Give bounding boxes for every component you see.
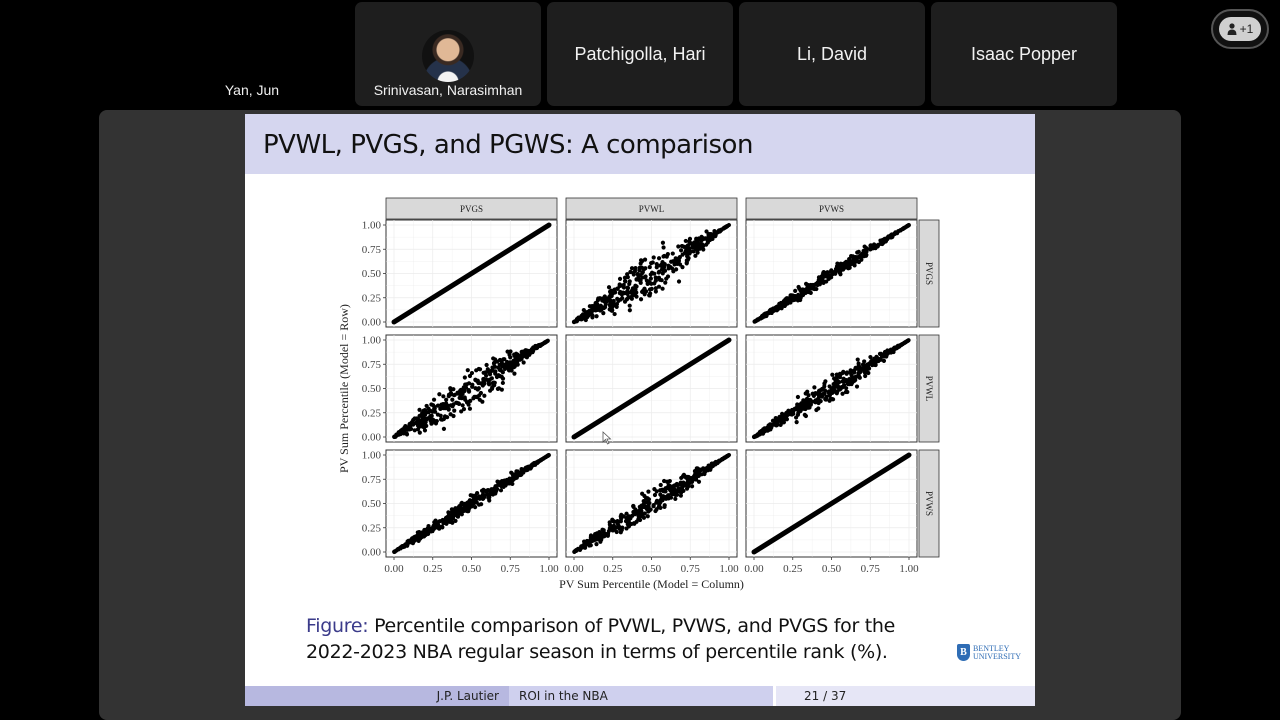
logo-line-1: BENTLEY (973, 643, 1010, 653)
svg-text:PVWS: PVWS (819, 204, 844, 214)
svg-text:0.25: 0.25 (783, 563, 803, 575)
figure-label: Figure: (306, 615, 369, 637)
svg-text:PVWS: PVWS (924, 491, 934, 516)
svg-text:0.75: 0.75 (501, 563, 521, 575)
svg-text:1.00: 1.00 (719, 563, 739, 575)
avatar (422, 30, 474, 82)
svg-text:0.50: 0.50 (822, 563, 842, 575)
scatterplot-matrix: PVGS PVWL PVWS PVGS PVWL PVWS 0.00 0.25 0.50 0.75… (333, 196, 953, 601)
svg-text:0.75: 0.75 (681, 563, 701, 575)
svg-text:PVGS: PVGS (924, 262, 934, 285)
svg-text:0.00: 0.00 (564, 563, 584, 575)
participant-name: Srinivasan, Narasimhan (373, 82, 523, 98)
participant-name: Isaac Popper (970, 43, 1078, 64)
chart-svg: PVGS PVWL PVWS PVGS PVWL PVWS 0.00 0.25 0.50 0.75… (337, 197, 940, 591)
svg-text:0.75: 0.75 (362, 474, 382, 486)
svg-text:1.00: 1.00 (899, 563, 919, 575)
presentation-slide: PVWL, PVGS, and PGWS: A comparison PVGS P… (245, 114, 1035, 706)
caption-line-2: 2022-2023 NBA regular season in terms of… (306, 641, 888, 663)
svg-text:1.00: 1.00 (362, 450, 382, 462)
svg-text:0.00: 0.00 (744, 563, 764, 575)
svg-text:0.00: 0.00 (384, 563, 404, 575)
participant-tile-isaac-popper[interactable]: Isaac Popper (931, 2, 1117, 106)
svg-text:0.25: 0.25 (603, 563, 623, 575)
participant-tile-patchigolla[interactable]: Patchigolla, Hari (547, 2, 733, 106)
svg-text:0.25: 0.25 (423, 563, 443, 575)
participant-tile-li-david[interactable]: Li, David (739, 2, 925, 106)
svg-text:0.50: 0.50 (362, 268, 382, 280)
svg-text:PVGS: PVGS (460, 204, 483, 214)
svg-text:0.75: 0.75 (362, 359, 382, 371)
logo-line-2: UNIVERSITY (973, 651, 1021, 661)
svg-text:1.00: 1.00 (362, 220, 382, 232)
svg-text:PV Sum Percentile (Model = Row: PV Sum Percentile (Model = Row) (337, 304, 351, 473)
svg-text:PVWL: PVWL (924, 376, 934, 402)
svg-text:0.00: 0.00 (362, 317, 382, 329)
svg-text:0.00: 0.00 (362, 547, 382, 559)
participant-name: Yan, Jun (224, 82, 280, 98)
svg-text:0.00: 0.00 (362, 432, 382, 444)
mouse-cursor-icon (602, 431, 612, 445)
svg-text:0.50: 0.50 (362, 498, 382, 510)
person-icon (1227, 23, 1237, 35)
more-participants-button[interactable]: +1 (1211, 9, 1269, 49)
shield-icon: B (957, 644, 970, 661)
slide-title: PVWL, PVGS, and PGWS: A comparison (263, 130, 753, 160)
svg-text:PV Sum Percentile (Model = Col: PV Sum Percentile (Model = Column) (559, 577, 744, 591)
participant-name: Patchigolla, Hari (574, 43, 706, 64)
slide-footer: J.P. Lautier ROI in the NBA 21 / 37 (245, 686, 1035, 706)
footer-page-number: 21 / 37 (773, 686, 1035, 706)
svg-text:0.50: 0.50 (462, 563, 482, 575)
caption-line-1: Percentile comparison of PVWL, PVWS, and… (368, 615, 895, 637)
svg-text:0.25: 0.25 (362, 522, 382, 534)
footer-author: J.P. Lautier (245, 686, 509, 706)
svg-text:1.00: 1.00 (362, 335, 382, 347)
participant-name: Li, David (796, 43, 868, 64)
svg-text:0.50: 0.50 (362, 383, 382, 395)
more-participants-count: +1 (1239, 22, 1254, 36)
svg-text:0.75: 0.75 (362, 244, 382, 256)
participant-tile-yan-jun[interactable]: Yan, Jun (160, 2, 344, 106)
participant-tile-srinivasan[interactable]: Srinivasan, Narasimhan (355, 2, 541, 106)
slide-title-bar: PVWL, PVGS, and PGWS: A comparison (245, 114, 1035, 174)
svg-text:1.00: 1.00 (539, 563, 559, 575)
footer-title: ROI in the NBA (509, 686, 773, 706)
svg-text:0.25: 0.25 (362, 292, 382, 304)
svg-text:0.75: 0.75 (861, 563, 881, 575)
figure-caption: Figure: Percentile comparison of PVWL, P… (306, 613, 946, 665)
bentley-university-logo: B BENTLEY UNIVERSITY (957, 644, 1021, 661)
svg-text:0.25: 0.25 (362, 407, 382, 419)
svg-text:PVWL: PVWL (639, 204, 665, 214)
svg-text:0.50: 0.50 (642, 563, 662, 575)
